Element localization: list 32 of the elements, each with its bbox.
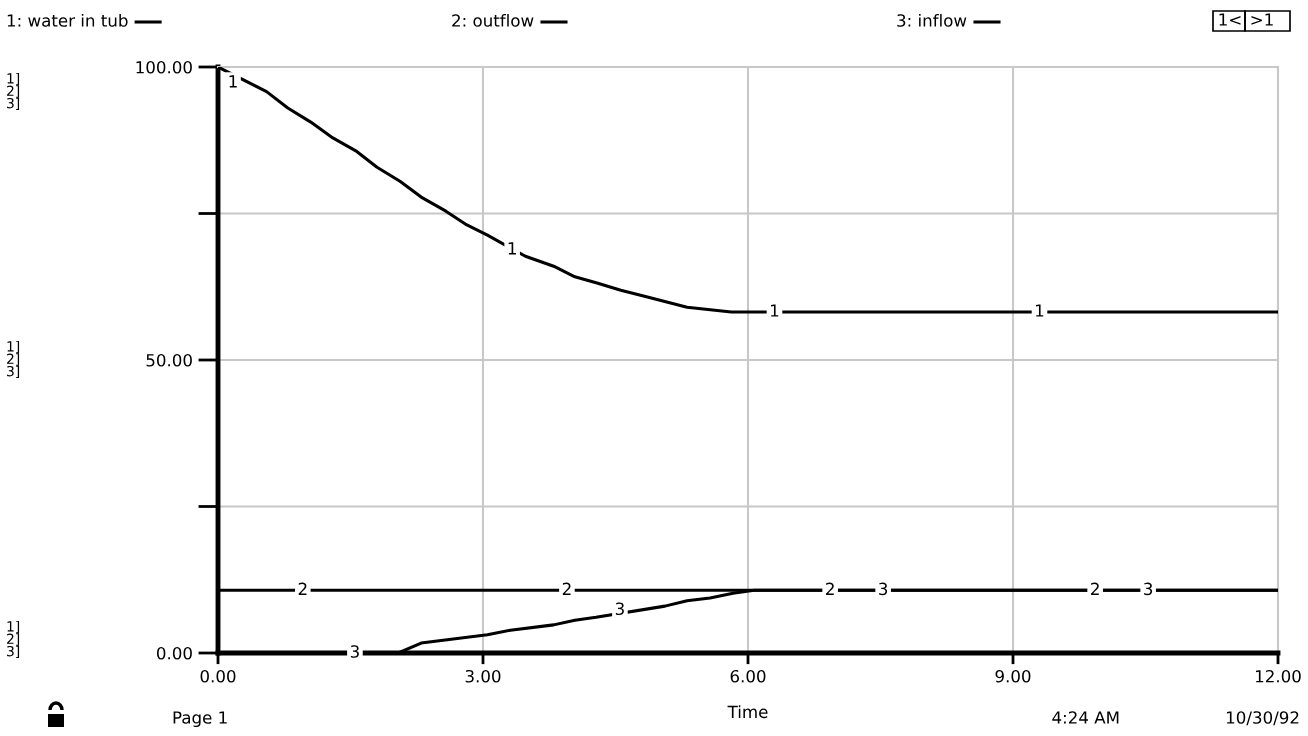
annotation: 1 [229,75,237,88]
text: 10/30/92 [1226,711,1299,726]
text: 1< [1219,13,1241,26]
annotation: 1 [508,242,516,255]
x-tick-label: 9.00 [995,669,1031,683]
y-tick-label: 50.00 [146,353,192,367]
text: 1] 2] 3] [7,340,20,379]
y-tick-label: 100.00 [136,60,192,74]
annotation: 1 [1036,304,1044,317]
legend-label: 2: outflow [452,13,534,27]
annotation: 3 [350,645,359,658]
y-tick-label: 0.00 [156,646,192,660]
annotation: 1 [771,304,779,317]
annotation: 3 [879,582,888,596]
annotation: 2 [298,582,307,595]
annotation: 3 [615,602,624,616]
annotation: 2 [562,582,571,595]
annotation: 3 [1144,582,1153,596]
annotation: 2 [1091,582,1099,595]
text: 4:24 AM [1052,711,1119,724]
x-tick-label: 6.00 [730,669,766,683]
text: >1 [1251,13,1273,26]
x-tick-label: 0.00 [200,669,236,683]
legend-label: 3: inflow [897,13,967,27]
text: 1] 2] 3] [7,72,20,111]
x-tick-label: 12.00 [1255,669,1301,683]
text: Page 1 [173,711,227,728]
x-tick-label: 3.00 [465,669,501,683]
text: 1] 2] 3] [7,620,20,659]
legend-label: 1: water in tub [7,13,128,27]
annotation: 2 [826,582,834,595]
x-axis-title: Time [727,705,768,719]
